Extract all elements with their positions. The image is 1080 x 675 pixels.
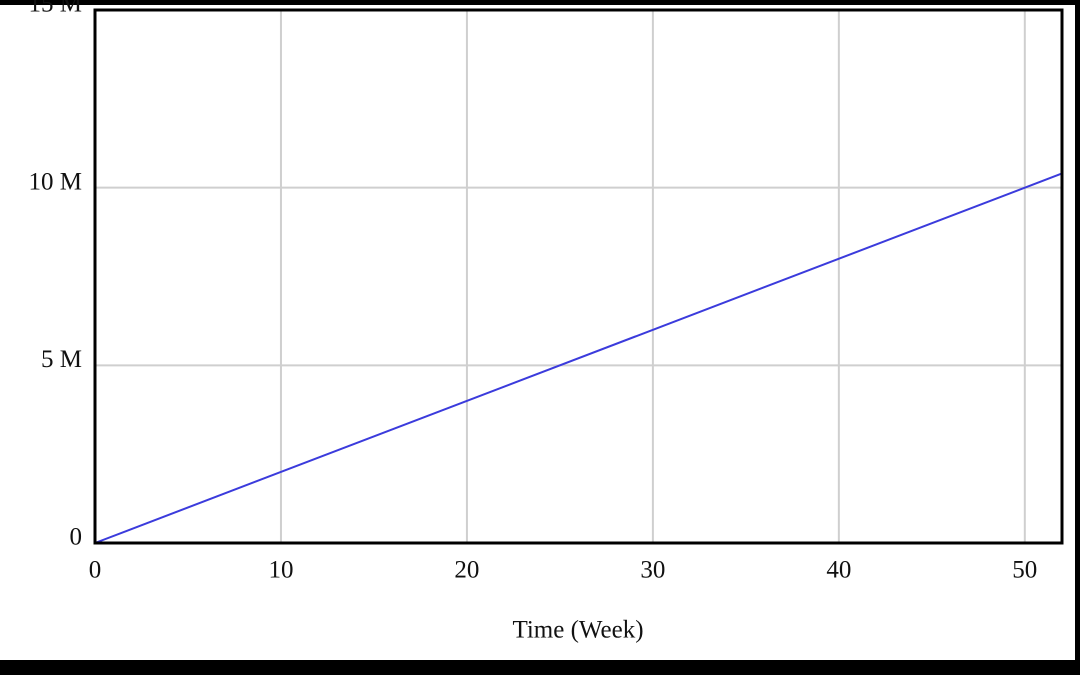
y-tick-label: 0: [70, 524, 83, 551]
x-tick-label: 50: [1012, 557, 1037, 584]
y-tick-label: 15 M: [29, 0, 82, 18]
y-tick-label: 10 M: [29, 168, 82, 195]
x-tick-label: 40: [826, 557, 851, 584]
data-line: [94, 172, 1063, 544]
plot-frame: [93, 8, 1064, 545]
x-tick-label: 20: [454, 557, 479, 584]
x-axis-label: Time (Week): [512, 617, 643, 644]
y-tick-label: 5 M: [41, 346, 82, 373]
right-band: [1075, 0, 1080, 675]
bottom-band: [0, 660, 1080, 675]
labels: 0 10 20 30 40 50 0 5 M 10 M 15 M: [29, 0, 1038, 584]
x-tick-label: 30: [640, 557, 665, 584]
x-tick-label: 10: [268, 557, 293, 584]
marks: [94, 172, 1063, 544]
x-tick-label: 0: [89, 557, 102, 584]
top-band: [0, 0, 1080, 5]
